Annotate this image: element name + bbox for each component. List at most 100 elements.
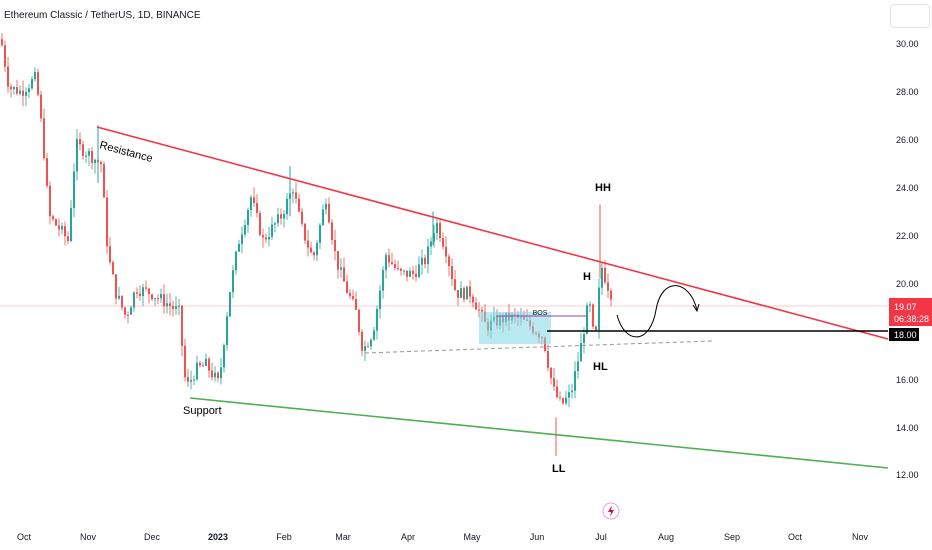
- candle-body: [244, 224, 246, 235]
- candle-body: [436, 222, 438, 234]
- candle-body: [409, 270, 411, 277]
- level-price-value: 18.00: [894, 330, 917, 340]
- support-trendline: [189, 397, 889, 469]
- candle-body: [277, 214, 279, 224]
- candle-body: [37, 72, 39, 95]
- candle-body: [340, 267, 342, 270]
- label-resistance: Resistance: [98, 139, 154, 165]
- candle-body: [337, 251, 339, 270]
- candle-body: [73, 171, 75, 208]
- candle-body: [148, 288, 150, 295]
- y-axis: 30.00 28.00 26.00 24.00 22.00 20.00 16.0…: [896, 39, 919, 480]
- candle-body: [556, 386, 558, 398]
- candle-body: [379, 290, 381, 309]
- candle-body: [34, 72, 36, 80]
- y-tick-14: 14.00: [896, 423, 919, 433]
- candle-body: [307, 240, 309, 248]
- candle-body: [604, 267, 606, 283]
- current-price-tag: 19.07 06:38:28: [889, 298, 932, 326]
- candle-body: [190, 379, 192, 382]
- x-tick-oct: Oct: [17, 532, 32, 542]
- dashed-support-line: [364, 340, 713, 354]
- candle-body: [106, 197, 108, 247]
- label-hl: HL: [593, 361, 608, 373]
- bos-label: BOS: [533, 310, 548, 317]
- candle-body: [91, 151, 93, 164]
- resistance-trendline: [96, 126, 889, 340]
- candle-body: [274, 223, 276, 225]
- candle-body: [184, 345, 186, 378]
- candle-body: [427, 246, 429, 265]
- candle-body: [133, 292, 135, 308]
- candle-body: [391, 262, 393, 265]
- candle-body: [130, 307, 132, 315]
- y-tick-16: 16.00: [896, 375, 919, 385]
- lightning-icon[interactable]: [602, 502, 620, 520]
- candle-body: [598, 287, 600, 331]
- candle-body: [61, 226, 63, 230]
- candle-body: [16, 87, 18, 94]
- x-tick-feb: Feb: [276, 532, 292, 542]
- candle-body: [466, 286, 468, 300]
- x-tick-dec: Dec: [144, 532, 161, 542]
- candle-body: [76, 139, 78, 172]
- candle-body: [82, 144, 84, 156]
- candle-body: [370, 339, 372, 347]
- x-tick-apr: Apr: [401, 532, 415, 542]
- candle-body: [265, 237, 267, 240]
- candle-body: [241, 234, 243, 244]
- candle-body: [256, 202, 258, 213]
- candle-body: [220, 367, 222, 379]
- current-price-value: 19.07: [894, 302, 917, 312]
- y-tick-12: 12.00: [896, 470, 919, 480]
- label-ll: LL: [552, 463, 566, 475]
- candle-body: [454, 279, 456, 291]
- candle-body: [262, 235, 264, 238]
- candle-body: [22, 90, 24, 96]
- candle-body: [271, 224, 273, 237]
- candle-body: [550, 367, 552, 379]
- x-axis: Oct Nov Dec 2023 Feb Mar Apr May Jun Jul…: [17, 532, 869, 542]
- candle-body: [151, 294, 153, 300]
- candle-body: [49, 185, 51, 217]
- x-tick-oct-2: Oct: [788, 532, 803, 542]
- candle-body: [574, 371, 576, 391]
- candle-body: [304, 223, 306, 241]
- candle-body: [229, 292, 231, 317]
- x-tick-mar: Mar: [335, 532, 351, 542]
- candle-body: [364, 346, 366, 351]
- candle-body: [232, 270, 234, 293]
- candle-body: [259, 212, 261, 236]
- candle-body: [562, 398, 564, 404]
- candle-body: [310, 247, 312, 253]
- candle-body: [94, 159, 96, 164]
- chart-settings-button[interactable]: [890, 4, 930, 28]
- candle-body: [415, 273, 417, 277]
- candle-body: [169, 303, 171, 307]
- x-tick-2023: 2023: [208, 532, 228, 542]
- candle-body: [1, 39, 3, 46]
- candle-body: [139, 293, 141, 296]
- candle-body: [586, 305, 588, 334]
- y-tick-30: 30.00: [896, 39, 919, 49]
- candle-body: [142, 287, 144, 296]
- candle-body: [100, 161, 102, 165]
- candle-body: [397, 268, 399, 270]
- candle-body: [301, 211, 303, 224]
- candle-body: [607, 282, 609, 291]
- candle-body: [121, 295, 123, 308]
- candle-body: [4, 45, 6, 67]
- candle-body: [589, 304, 591, 306]
- x-tick-nov: Nov: [80, 532, 97, 542]
- candle-body: [217, 372, 219, 379]
- candle-body: [226, 316, 228, 346]
- x-tick-aug: Aug: [658, 532, 674, 542]
- projection-path: [616, 285, 698, 338]
- x-tick-may: May: [463, 532, 481, 542]
- candle-body: [331, 222, 333, 241]
- candle-body: [334, 240, 336, 252]
- candle-body: [400, 268, 402, 271]
- candle-body: [127, 314, 129, 316]
- candle-body: [187, 377, 189, 382]
